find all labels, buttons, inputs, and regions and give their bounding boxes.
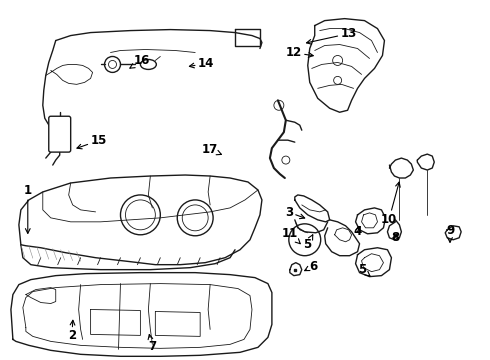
Text: 1: 1 — [24, 184, 32, 233]
Polygon shape — [445, 226, 461, 240]
Polygon shape — [11, 273, 272, 356]
Polygon shape — [356, 248, 392, 276]
Text: 16: 16 — [130, 54, 150, 68]
Text: 4: 4 — [353, 225, 362, 238]
Text: 6: 6 — [305, 260, 318, 273]
Text: 9: 9 — [446, 224, 454, 242]
Polygon shape — [308, 19, 385, 112]
Text: 15: 15 — [77, 134, 107, 149]
Text: 12: 12 — [286, 46, 313, 59]
Text: 5: 5 — [358, 263, 370, 276]
Text: 17: 17 — [202, 143, 221, 156]
Text: 7: 7 — [148, 334, 156, 353]
Text: 13: 13 — [307, 27, 357, 44]
Polygon shape — [19, 175, 262, 265]
Text: 14: 14 — [190, 57, 214, 70]
Text: 2: 2 — [68, 320, 76, 342]
Text: 3: 3 — [285, 206, 305, 219]
FancyBboxPatch shape — [49, 116, 71, 152]
Text: 11: 11 — [282, 227, 300, 244]
Text: 5: 5 — [303, 235, 313, 251]
Text: 8: 8 — [391, 231, 399, 244]
Text: 10: 10 — [381, 182, 400, 226]
Polygon shape — [356, 208, 386, 234]
